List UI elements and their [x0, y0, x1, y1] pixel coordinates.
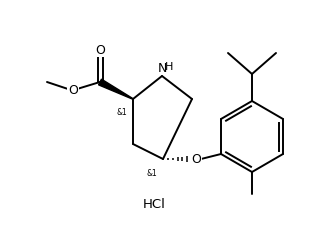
Text: &1: &1 — [116, 108, 127, 117]
Text: O: O — [95, 43, 105, 56]
Text: O: O — [191, 153, 201, 166]
Text: &1: &1 — [147, 169, 157, 178]
Polygon shape — [99, 80, 133, 100]
Text: H: H — [165, 62, 173, 72]
Text: N: N — [157, 61, 167, 74]
Text: HCl: HCl — [142, 198, 165, 211]
Text: O: O — [68, 83, 78, 96]
